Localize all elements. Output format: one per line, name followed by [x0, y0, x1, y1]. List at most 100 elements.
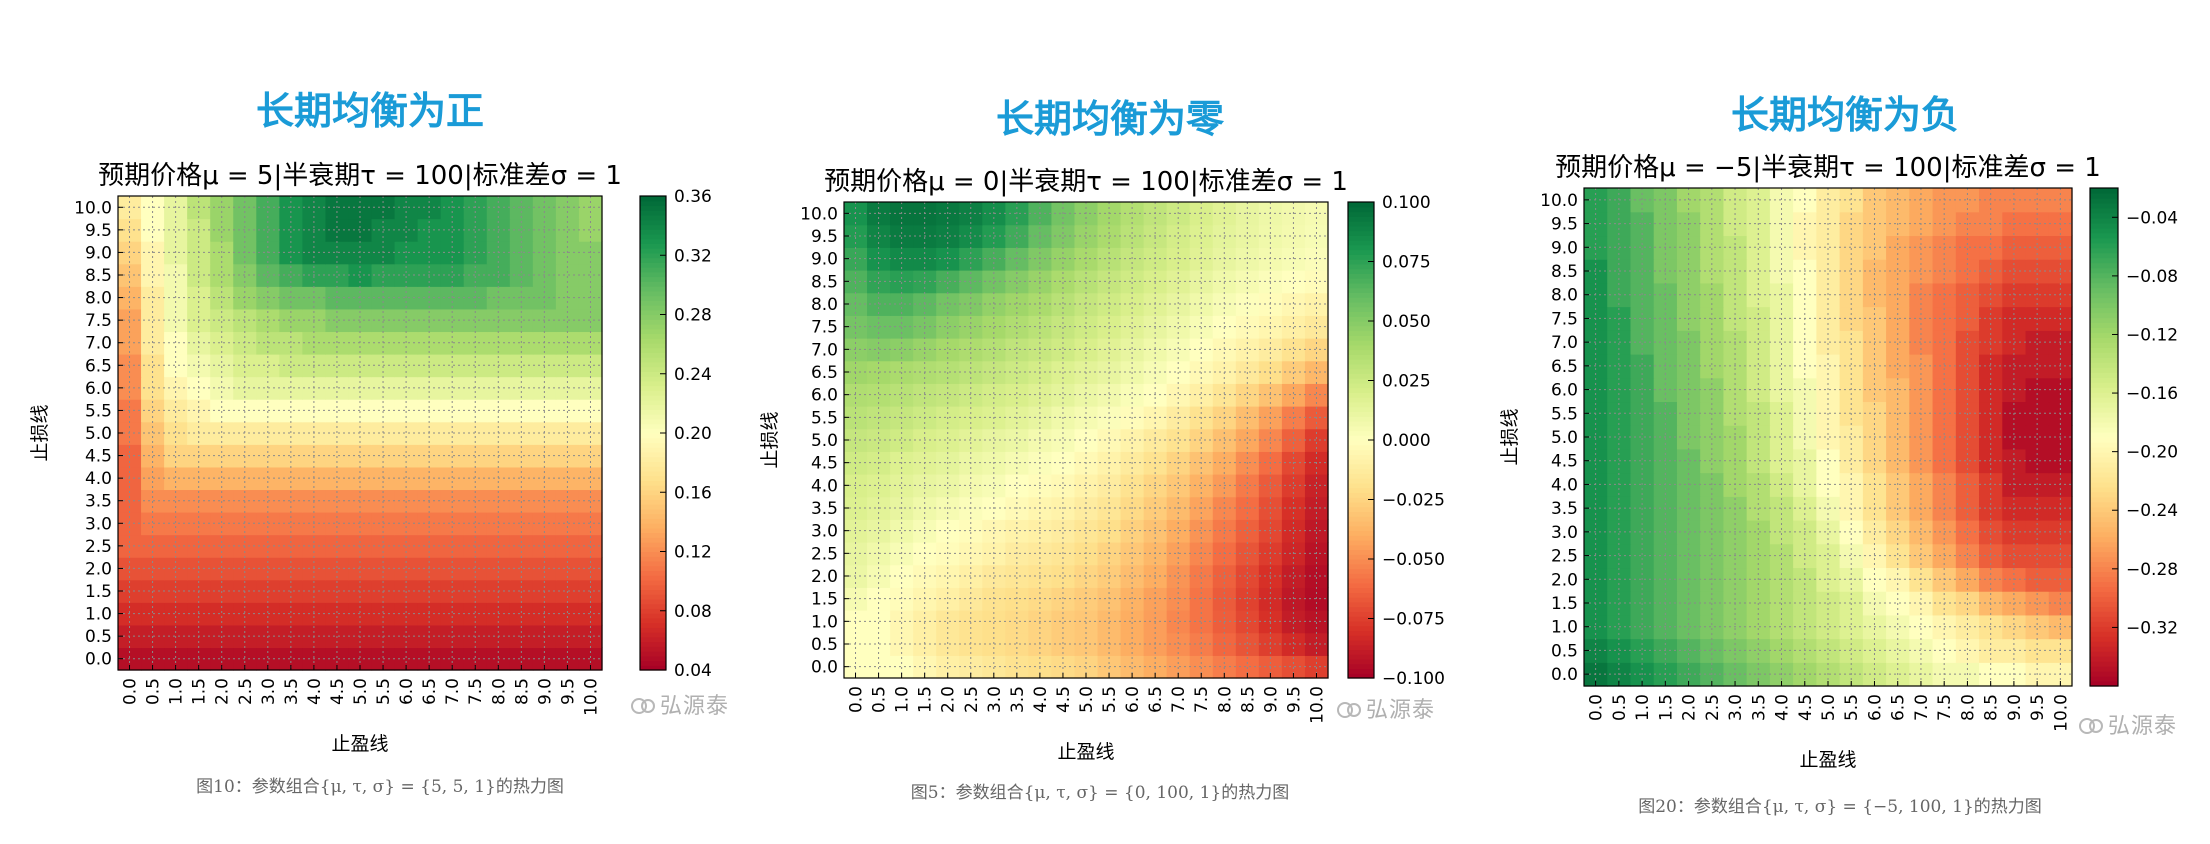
y-tick-label: 0.5 — [811, 635, 838, 655]
heatmap-cell — [867, 383, 891, 407]
colorbar-segment — [2090, 287, 2118, 294]
heatmap-cell — [1005, 655, 1029, 679]
colorbar-segment — [1348, 254, 1374, 260]
heatmap-cell — [578, 512, 603, 536]
x-tick-label: 10.0 — [2051, 694, 2071, 732]
x-tick-label: 4.0 — [305, 678, 325, 705]
heatmap-cell — [210, 421, 234, 445]
heatmap-cell — [141, 218, 165, 242]
heatmap-cell — [463, 308, 488, 333]
y-tick-label: 9.5 — [85, 221, 112, 241]
heatmap-cell — [1955, 235, 1980, 260]
colorbar-segment — [1348, 273, 1374, 279]
x-tick-label: 7.5 — [1935, 694, 1955, 721]
y-tick-label: 2.5 — [811, 544, 838, 564]
y-tick-label: 3.0 — [1551, 523, 1578, 543]
heatmap-cell — [1189, 610, 1214, 634]
colorbar-segment — [2090, 541, 2118, 548]
x-tick-label: 10.0 — [581, 678, 601, 716]
heatmap-cell — [509, 444, 534, 468]
heatmap-cell — [959, 428, 983, 452]
x-tick-label: 2.0 — [939, 686, 959, 713]
heatmap-cell — [1909, 614, 1934, 640]
heatmap-cell — [1235, 338, 1260, 362]
x-tick-label: 1.0 — [167, 678, 187, 705]
x-tick-label: 0.0 — [1587, 694, 1607, 721]
heatmap-cell — [141, 376, 165, 400]
y-tick-label: 2.0 — [1551, 570, 1578, 590]
heatmap-cell — [233, 354, 257, 378]
heatmap-cell — [1909, 520, 1934, 545]
colorbar-segment — [2090, 676, 2118, 682]
colorbar-segment — [1348, 506, 1374, 512]
colorbar-segment — [1348, 635, 1374, 641]
heatmap-cell — [936, 315, 960, 339]
colorbar-segment — [640, 470, 666, 477]
heatmap-cell — [348, 602, 373, 626]
heatmap-cell — [233, 512, 257, 536]
colorbar-segment — [1348, 449, 1374, 455]
colorbar-segment — [1348, 597, 1374, 603]
colorbar-segment — [640, 437, 666, 444]
heatmap-cell — [1746, 330, 1771, 355]
x-tick-label: 8.5 — [1238, 686, 1258, 713]
y-tick-label: 7.0 — [811, 340, 838, 360]
colorbar-segment — [1348, 321, 1374, 327]
heatmap-cell — [1281, 292, 1306, 316]
heatmap-cell — [1074, 655, 1099, 679]
colorbar-segment — [1348, 406, 1374, 413]
heatmap-cell — [1235, 428, 1260, 452]
colorbar-segment — [1348, 240, 1374, 246]
heatmap-cell — [1005, 474, 1029, 498]
x-tick-label: 8.0 — [1215, 686, 1235, 713]
heatmap-cell — [1281, 610, 1306, 634]
colorbar-segment — [640, 456, 666, 463]
colorbar-segment — [2090, 422, 2118, 428]
colorbar-segment — [640, 532, 666, 538]
y-tick-label: 4.0 — [1551, 475, 1578, 495]
heatmap-cell — [233, 647, 257, 671]
heatmap-cell — [233, 557, 257, 581]
colorbar-segment — [1348, 235, 1374, 241]
colorbar-segment — [2090, 556, 2118, 563]
heatmap-cell — [555, 218, 580, 242]
heatmap-cell — [1839, 354, 1864, 379]
y-tick-label: 6.5 — [85, 356, 112, 376]
heatmap-cell — [1005, 224, 1029, 248]
colorbar-segment — [1348, 530, 1374, 536]
colorbar-segment — [2090, 257, 2118, 264]
colorbar-segment — [640, 442, 666, 448]
colorbar-segment — [2090, 397, 2118, 403]
heatmap-cell — [959, 519, 983, 543]
heatmap-cell — [1074, 474, 1099, 498]
colorbar-segment — [640, 214, 666, 221]
colorbar-segment — [2090, 656, 2118, 662]
colorbar-segment — [2090, 666, 2118, 672]
chart-title: 预期价格μ = 5|半衰期τ = 100|标准差σ = 1 — [98, 161, 622, 191]
x-tick-label: 0.5 — [870, 686, 890, 713]
colorbar-segment — [640, 309, 666, 316]
heatmap-cell — [325, 557, 350, 581]
colorbar-segment — [2090, 571, 2118, 578]
heatmap-cell — [1005, 428, 1029, 452]
x-tick-label: 7.5 — [466, 678, 486, 705]
colorbar-segment — [2090, 531, 2118, 538]
heatmap-cell — [463, 512, 488, 536]
heatmap-cell — [509, 308, 534, 333]
heatmap-cell — [394, 376, 419, 400]
colorbar-segment — [1348, 501, 1374, 508]
colorbar-segment — [1348, 482, 1374, 489]
heatmap-cell — [1166, 292, 1191, 316]
colorbar-tick-label: 0.100 — [1382, 193, 1431, 213]
y-axis: 0.0 0.51.0 1.5 2.02.5 3.03.5 4.04.5 5.0 5.56.0 6… — [29, 198, 123, 670]
heatmap-cell — [325, 376, 350, 400]
x-tick-label: 9.0 — [2005, 694, 2025, 721]
colorbar-segment — [1348, 316, 1374, 322]
x-tick-label: 4.5 — [328, 678, 348, 705]
colorbar-segment — [2090, 202, 2118, 209]
heatmap-cell — [509, 218, 534, 242]
heatmap-cell — [233, 263, 257, 287]
colorbar-segment — [2090, 516, 2118, 523]
heatmap-cell — [279, 444, 303, 468]
heatmap-cell — [578, 331, 603, 355]
